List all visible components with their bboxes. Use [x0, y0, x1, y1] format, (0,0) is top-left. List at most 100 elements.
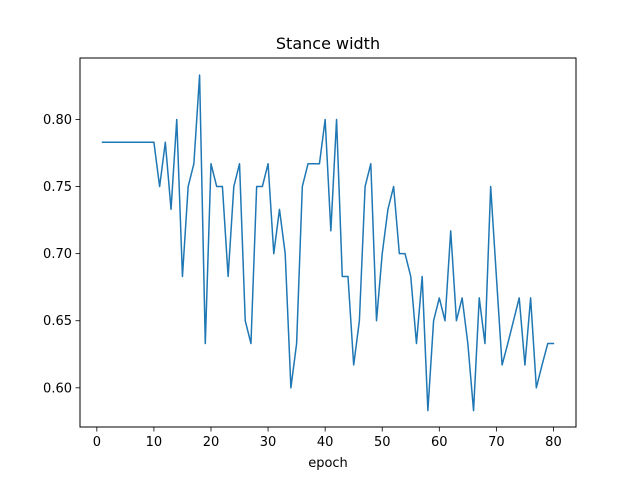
data-point	[387, 209, 388, 210]
x-tick-label: 0	[93, 435, 101, 450]
data-point	[153, 142, 154, 143]
data-point	[268, 163, 269, 164]
data-point	[136, 142, 137, 143]
data-point	[262, 186, 263, 187]
data-point	[347, 276, 348, 277]
data-point	[502, 365, 503, 366]
data-point	[228, 276, 229, 277]
data-point	[279, 209, 280, 210]
data-point	[359, 320, 360, 321]
x-tick-label: 30	[260, 435, 277, 450]
data-point	[439, 297, 440, 298]
data-point	[188, 186, 189, 187]
data-point	[353, 365, 354, 366]
data-point	[108, 142, 109, 143]
data-point	[365, 186, 366, 187]
data-point	[399, 253, 400, 254]
x-tick-label: 80	[545, 435, 562, 450]
x-axis: 0 10 20 30 40 50 60 70 80	[93, 427, 562, 450]
data-point	[473, 410, 474, 411]
x-tick-label: 70	[488, 435, 505, 450]
data-point	[273, 253, 274, 254]
data-point	[427, 410, 428, 411]
data-point	[410, 276, 411, 277]
data-point	[507, 343, 508, 344]
data-point	[370, 163, 371, 164]
x-tick-label: 50	[374, 435, 391, 450]
data-point	[450, 230, 451, 231]
data-point	[496, 276, 497, 277]
data-point	[159, 186, 160, 187]
data-point	[490, 186, 491, 187]
data-point	[484, 343, 485, 344]
y-axis: 0.60 0.65 0.70 0.75 0.80	[43, 113, 80, 396]
data-point	[245, 320, 246, 321]
data-point	[547, 343, 548, 344]
plot-area	[101, 74, 555, 412]
data-point	[342, 276, 343, 277]
data-point	[336, 119, 337, 120]
data-point	[513, 320, 514, 321]
data-point	[102, 142, 103, 143]
data-point	[445, 320, 446, 321]
data-point	[325, 119, 326, 120]
y-tick-label: 0.80	[43, 113, 72, 128]
data-point	[210, 163, 211, 164]
y-tick-label: 0.65	[43, 314, 72, 329]
data-point	[285, 253, 286, 254]
data-point	[433, 320, 434, 321]
chart-title: Stance width	[276, 34, 380, 53]
y-tick-label: 0.70	[43, 247, 72, 262]
data-point	[239, 163, 240, 164]
data-point	[376, 320, 377, 321]
data-point	[205, 343, 206, 344]
data-point	[119, 142, 120, 143]
axes-frame	[79, 57, 577, 428]
data-point	[182, 276, 183, 277]
data-point	[302, 186, 303, 187]
series-line-0	[101, 74, 555, 412]
data-point	[222, 186, 223, 187]
data-point	[296, 343, 297, 344]
data-point	[113, 142, 114, 143]
y-tick-label: 0.60	[43, 381, 72, 396]
data-point	[479, 297, 480, 298]
data-point	[467, 343, 468, 344]
data-point	[519, 297, 520, 298]
data-point	[462, 297, 463, 298]
data-point	[125, 142, 126, 143]
data-point	[382, 253, 383, 254]
data-point	[171, 209, 172, 210]
data-point	[176, 119, 177, 120]
data-point	[233, 186, 234, 187]
data-point	[456, 320, 457, 321]
data-point	[165, 142, 166, 143]
data-point	[524, 365, 525, 366]
data-point	[542, 365, 543, 366]
data-point	[416, 343, 417, 344]
data-point	[422, 276, 423, 277]
data-point	[199, 75, 200, 76]
x-axis-label: epoch	[308, 456, 348, 471]
data-point	[290, 387, 291, 388]
data-point	[319, 163, 320, 164]
x-tick-label: 60	[431, 435, 448, 450]
x-tick-label: 20	[203, 435, 220, 450]
data-point	[330, 230, 331, 231]
y-tick-label: 0.75	[43, 180, 72, 195]
data-point	[193, 163, 194, 164]
data-point	[553, 343, 554, 344]
data-point	[250, 343, 251, 344]
x-tick-label: 10	[146, 435, 163, 450]
data-point	[142, 142, 143, 143]
x-tick-label: 40	[317, 435, 334, 450]
data-point	[405, 253, 406, 254]
data-point	[256, 186, 257, 187]
data-point	[131, 142, 132, 143]
data-point	[308, 163, 309, 164]
data-point	[216, 186, 217, 187]
data-point	[530, 297, 531, 298]
data-point	[536, 387, 537, 388]
